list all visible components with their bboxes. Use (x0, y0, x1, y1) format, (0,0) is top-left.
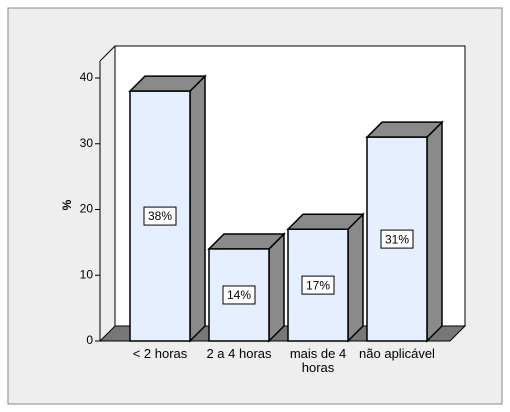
y-tick-label: 30 (80, 136, 94, 150)
y-tick-label: 0 (86, 333, 93, 347)
y-tick-label: 10 (80, 267, 94, 281)
value-label-box (222, 285, 256, 305)
bar: 14% (207, 232, 286, 343)
value-label-box (301, 275, 335, 295)
value-label: 17% (306, 278, 330, 292)
bar: 17% (286, 212, 365, 343)
axis-edge (99, 45, 116, 62)
x-tick-label: mais de 4 horas (289, 346, 347, 375)
bar: 31% (365, 120, 444, 343)
y-tick-label: 40 (80, 70, 94, 84)
bar-side (268, 232, 285, 343)
value-label-box (143, 206, 177, 226)
bar-side (189, 74, 206, 343)
x-tick-label: 2 a 4 horas (206, 346, 272, 361)
value-label: 31% (385, 232, 409, 246)
x-tick-label: não aplicável (359, 346, 435, 361)
value-label: 38% (148, 209, 172, 223)
value-label-box (380, 229, 414, 249)
x-tick-label: < 2 horas (132, 346, 188, 361)
bar-side (426, 120, 443, 343)
y-tick-label: 20 (80, 202, 94, 216)
y-axis-label: % (60, 199, 74, 210)
bar: 38% (128, 74, 207, 343)
bar-side (347, 212, 364, 343)
value-label: 14% (227, 288, 251, 302)
